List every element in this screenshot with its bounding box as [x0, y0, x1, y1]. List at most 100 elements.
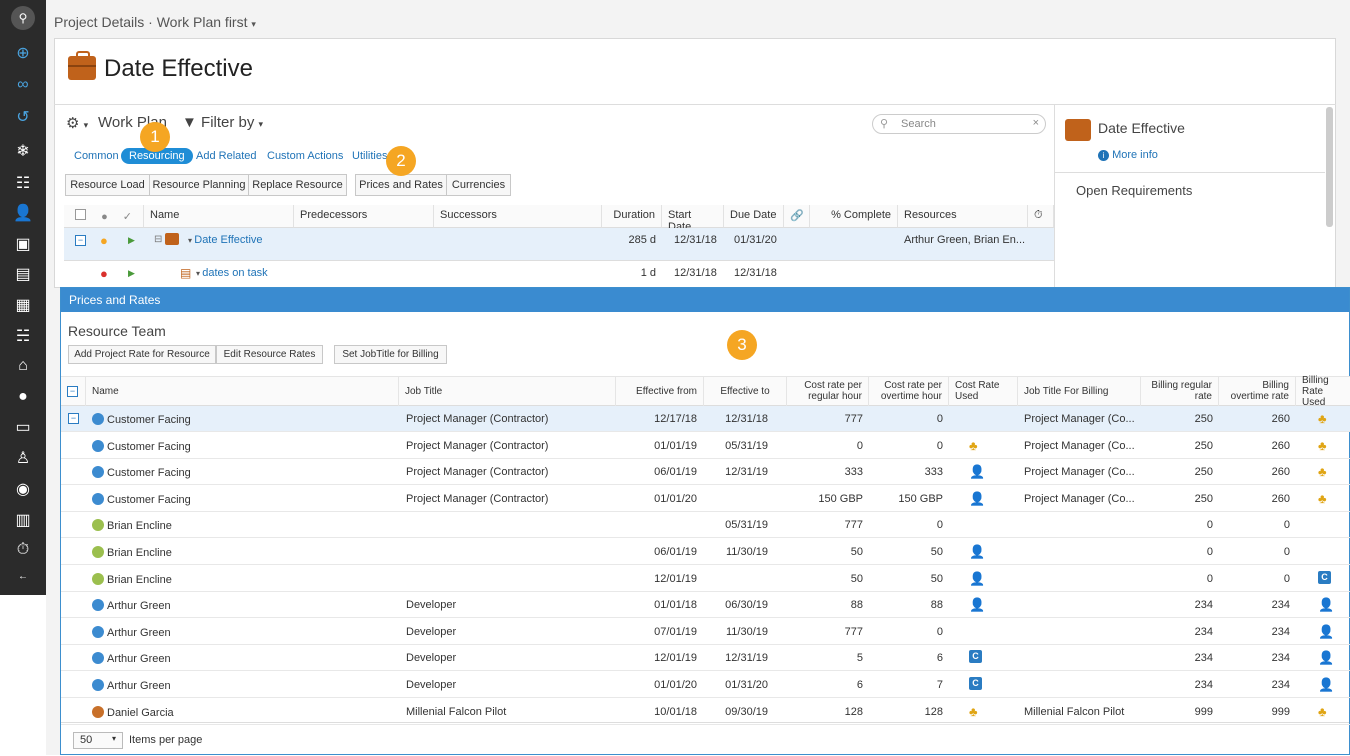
resource-name[interactable]: Brian Encline: [92, 572, 172, 586]
table-row[interactable]: − Customer Facing Project Manager (Contrac…: [61, 406, 1350, 432]
col-name[interactable]: Name: [144, 205, 294, 228]
tab-common[interactable]: Common: [74, 150, 119, 162]
collapse-toggle-icon[interactable]: ⊟: [154, 234, 163, 245]
tab-custom-actions[interactable]: Custom Actions: [267, 150, 344, 162]
more-info-link[interactable]: i More info: [1098, 149, 1158, 161]
table-row[interactable]: Brian Encline 12/01/19 50 50 👤 0 0 C: [61, 566, 1350, 592]
col-select[interactable]: −: [61, 376, 86, 406]
stopwatch-icon[interactable]: ⏱: [16, 541, 30, 558]
breadcrumb-project[interactable]: Project Details: [54, 14, 145, 30]
user-icon[interactable]: 👤: [13, 205, 33, 222]
col-name[interactable]: Name: [86, 376, 399, 406]
task-name-link[interactable]: ▾ dates on task: [196, 267, 268, 279]
resource-name[interactable]: Arthur Green: [92, 625, 171, 639]
tab-add-related[interactable]: Add Related: [196, 150, 257, 162]
table-row[interactable]: Customer Facing Project Manager (Contract…: [61, 433, 1350, 459]
col-billing-regular[interactable]: Billing regular rate: [1141, 376, 1219, 406]
table-row[interactable]: Customer Facing Project Manager (Contract…: [61, 486, 1350, 512]
resource-load-button[interactable]: Resource Load: [65, 174, 150, 196]
snowflake-icon[interactable]: ❄: [16, 143, 30, 160]
col-successors[interactable]: Successors: [434, 205, 602, 228]
table-row[interactable]: Arthur Green Developer 01/01/18 06/30/19 88 8…: [61, 592, 1350, 619]
resource-name[interactable]: Customer Facing: [92, 492, 191, 506]
col-link[interactable]: 🔗: [784, 205, 810, 228]
row-checkbox[interactable]: −: [75, 235, 86, 246]
table-row[interactable]: Brian Encline 06/01/19 11/30/19 50 50 👤 0 0: [61, 539, 1350, 565]
table-row[interactable]: [64, 228, 1054, 261]
replace-resource-button[interactable]: Replace Resource: [248, 174, 347, 196]
resource-name[interactable]: Arthur Green: [92, 679, 171, 692]
col-job-title[interactable]: Job Title: [399, 376, 616, 406]
open-requirements-label[interactable]: Open Requirements: [1076, 183, 1193, 198]
col-effective-to[interactable]: Effective to: [704, 376, 787, 406]
resource-name[interactable]: Brian Encline: [92, 546, 172, 559]
table-row[interactable]: Arthur Green Developer 12/01/19 12/31/19 5 6 C…: [61, 645, 1350, 672]
resource-name[interactable]: Arthur Green: [92, 652, 171, 665]
row-checkbox[interactable]: −: [68, 413, 79, 424]
col-billing-used[interactable]: Billing Rate Used: [1296, 375, 1350, 408]
clipboard-icon[interactable]: ▤: [15, 266, 31, 283]
clear-icon[interactable]: ×: [1032, 117, 1039, 129]
lightbulb-icon[interactable]: ◉: [16, 481, 30, 498]
resource-name[interactable]: Daniel Garcia: [92, 705, 174, 719]
col-due-date[interactable]: Due Date: [724, 205, 784, 228]
briefcase-icon[interactable]: ▣: [15, 236, 31, 253]
play-icon[interactable]: ▶: [128, 235, 135, 245]
resource-planning-button[interactable]: Resource Planning: [149, 174, 249, 196]
panel-scrollbar[interactable]: [1326, 107, 1333, 227]
col-complete[interactable]: % Complete: [810, 205, 898, 228]
page-size-select[interactable]: 50 ▾: [73, 732, 123, 749]
infinity-icon[interactable]: ∞: [17, 76, 29, 93]
filter-menu[interactable]: ▼ Filter by ▾: [182, 114, 264, 131]
hierarchy-icon[interactable]: ☵: [15, 328, 31, 345]
col-duration[interactable]: Duration: [602, 205, 662, 228]
currencies-button[interactable]: Currencies: [446, 174, 511, 196]
user-group-icon[interactable]: ♙: [15, 450, 31, 467]
col-predecessors[interactable]: Predecessors: [294, 205, 434, 228]
dashboard-icon[interactable]: ▦: [15, 297, 31, 314]
caret-down-icon[interactable]: ▾: [251, 19, 256, 29]
collapse-icon[interactable]: ←: [18, 570, 28, 582]
report-icon[interactable]: ▥: [15, 512, 31, 529]
search-logo-icon[interactable]: ⚲: [11, 6, 35, 30]
col-effective-from[interactable]: Effective from: [616, 376, 704, 406]
col-resources[interactable]: Resources: [898, 205, 1028, 228]
home-icon[interactable]: ⌂: [18, 357, 28, 374]
table-row[interactable]: Daniel Garcia Millenial Falcon Pilot 10/01…: [61, 699, 1350, 725]
task-name-link[interactable]: ▾ Date Effective: [188, 234, 263, 246]
col-timer[interactable]: ⏱: [1028, 205, 1054, 228]
resource-name[interactable]: Customer Facing: [92, 466, 191, 479]
col-job-billing[interactable]: Job Title For Billing: [1018, 376, 1141, 406]
table-row[interactable]: Arthur Green Developer 07/01/19 11/30/19 777…: [61, 619, 1350, 645]
col-billing-overtime[interactable]: Billing overtime rate: [1219, 376, 1296, 406]
history-icon[interactable]: ↺: [16, 109, 30, 126]
add-project-rate-button[interactable]: Add Project Rate for Resource: [68, 345, 216, 364]
prices-and-rates-button[interactable]: Prices and Rates: [355, 174, 447, 196]
chat-icon[interactable]: ●: [18, 388, 28, 405]
edit-resource-rates-button[interactable]: Edit Resource Rates: [216, 345, 323, 364]
resource-name[interactable]: Customer Facing: [92, 413, 191, 426]
tab-utilities[interactable]: Utilities: [352, 150, 388, 162]
resource-name[interactable]: Brian Encline: [92, 519, 172, 532]
breadcrumb-plan[interactable]: Work Plan first: [156, 14, 248, 30]
select-all-checkbox[interactable]: −: [67, 385, 78, 397]
org-chart-icon[interactable]: ☷: [15, 175, 31, 192]
cost-rate-used: 👤: [969, 464, 985, 480]
table-row[interactable]: Brian Encline 05/31/19 777 0 0 0: [61, 512, 1350, 539]
set-jobtitle-billing-button[interactable]: Set JobTitle for Billing: [334, 345, 447, 364]
table-row[interactable]: Arthur Green Developer 01/01/20 01/31/20 6 7 C…: [61, 672, 1350, 698]
play-icon[interactable]: ▶: [128, 268, 135, 278]
col-cost-used[interactable]: Cost Rate Used: [949, 376, 1018, 406]
add-icon[interactable]: ⊕: [16, 45, 30, 62]
resource-name[interactable]: Customer Facing: [92, 439, 191, 453]
col-cost-overtime[interactable]: Cost rate per overtime hour: [869, 376, 949, 406]
toolbox-icon[interactable]: ▭: [15, 419, 31, 436]
table-row[interactable]: Customer Facing Project Manager (Contract…: [61, 459, 1350, 486]
col-start-date[interactable]: Start Date: [662, 205, 724, 233]
gear-menu[interactable]: ⚙ ▾: [66, 115, 89, 132]
tab-resourcing[interactable]: Resourcing: [121, 148, 193, 164]
select-all-checkbox[interactable]: [75, 209, 86, 220]
search-box[interactable]: ⚲ Search ×: [872, 114, 1046, 134]
resource-name[interactable]: Arthur Green: [92, 599, 171, 612]
col-cost-regular[interactable]: Cost rate per regular hour: [787, 376, 869, 406]
